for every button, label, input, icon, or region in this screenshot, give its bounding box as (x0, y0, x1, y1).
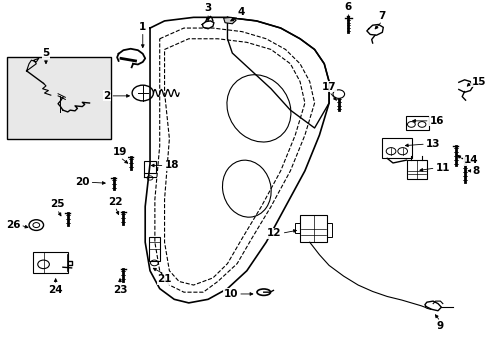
Bar (326, 222, 331, 237)
Text: 5: 5 (42, 48, 49, 58)
Bar (33, 252, 68, 273)
Text: 13: 13 (425, 139, 440, 149)
Text: 12: 12 (266, 228, 281, 238)
Text: 2: 2 (103, 91, 110, 101)
Text: 21: 21 (157, 274, 171, 284)
Text: 14: 14 (463, 155, 477, 165)
Text: 4: 4 (237, 7, 244, 17)
Bar (406, 160, 426, 179)
Text: 11: 11 (435, 163, 449, 173)
Bar (382, 138, 411, 158)
Circle shape (332, 90, 344, 98)
Text: 6: 6 (344, 2, 351, 12)
Text: 16: 16 (429, 116, 444, 126)
Text: 19: 19 (113, 147, 127, 157)
Text: 24: 24 (48, 285, 63, 295)
Bar (295, 222, 300, 233)
Bar (144, 161, 156, 172)
Bar (149, 237, 160, 261)
Text: 18: 18 (164, 161, 179, 171)
Text: 25: 25 (50, 199, 64, 210)
Text: 17: 17 (321, 82, 336, 91)
Text: 8: 8 (471, 166, 478, 176)
Text: 15: 15 (471, 77, 486, 87)
Text: 1: 1 (139, 22, 146, 32)
Text: 26: 26 (6, 220, 20, 230)
Text: 10: 10 (223, 289, 238, 299)
Text: 23: 23 (113, 285, 127, 295)
Text: 20: 20 (75, 177, 89, 187)
Text: 7: 7 (378, 11, 385, 21)
Bar (7, 57, 111, 139)
Bar (405, 116, 428, 130)
Text: 9: 9 (436, 321, 443, 332)
Bar (300, 215, 326, 242)
Polygon shape (223, 17, 236, 24)
Text: 3: 3 (204, 3, 211, 13)
Text: 22: 22 (108, 197, 122, 207)
